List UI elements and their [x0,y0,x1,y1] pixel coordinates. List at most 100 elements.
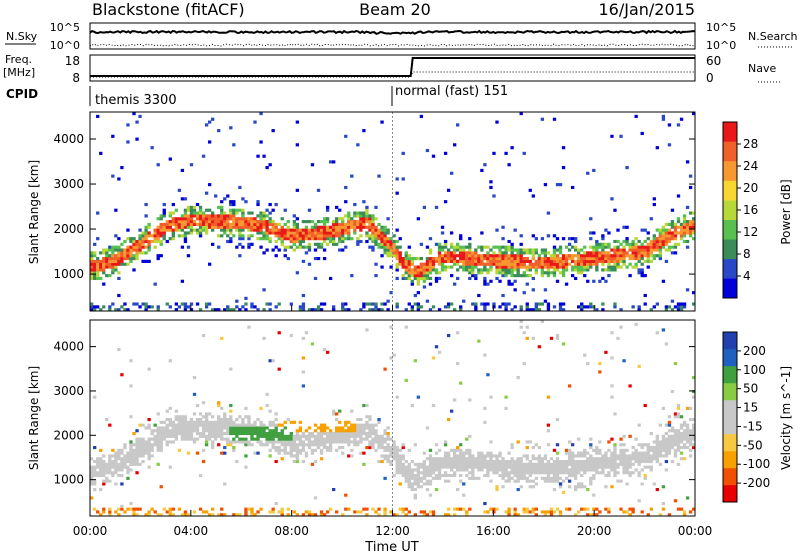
velocity-cell [156,412,160,416]
velocity-cell [655,331,659,335]
power-cell [262,237,266,241]
velocity-cell [174,415,179,419]
velocity-cell [183,418,188,422]
velocity-cell [416,474,421,478]
velocity-cell [211,434,215,438]
power-cell [201,211,206,215]
power-cell [440,256,445,261]
power-cell [522,271,526,275]
power-cell [480,254,484,258]
power-cell [616,228,620,232]
power-cell [319,234,324,238]
power-cell [471,254,475,258]
velocity-cell [207,426,212,430]
colorbar-segment [723,434,737,452]
power-cell [407,302,411,306]
power-cell [368,237,372,241]
velocity-cell [126,471,130,475]
power-cell [226,214,230,218]
power-cell [93,251,97,255]
power-cell [561,146,566,150]
velocity-cell [156,426,160,430]
velocity-cell [328,448,333,452]
power-cell [395,305,399,309]
power-cell [522,248,526,252]
power-cell [564,282,569,286]
velocity-cell [338,409,342,413]
velocity-cell [123,460,127,464]
velocity-cell [186,429,191,433]
power-cell [198,234,203,238]
power-cell [570,185,575,190]
velocity-cell [389,448,393,452]
velocity-cell [649,465,653,469]
velocity-cell [271,443,275,447]
power-cell [207,120,212,124]
velocity-cell [604,485,608,489]
velocity-cell [244,423,248,427]
power-cell [604,268,608,272]
velocity-cell [256,426,260,430]
velocity-cell [552,448,557,452]
velocity-cell [574,462,578,466]
power-cell [135,137,139,141]
velocity-cell [211,443,215,447]
power-cell [102,262,106,266]
power-cell [513,265,517,269]
power-cell [220,234,224,238]
velocity-cell [492,462,496,466]
power-cell [685,205,690,209]
velocity-cell [141,460,145,464]
power-cell [410,305,414,309]
power-cell [253,220,257,224]
velocity-cell [528,468,532,472]
velocity-cell [123,443,127,447]
velocity-cell [434,465,439,469]
velocity-cell [386,434,390,438]
velocity-cell [401,507,405,511]
power-cell [661,239,666,244]
power-cell [241,208,245,212]
velocity-cell [546,395,551,399]
power-cell [165,222,169,227]
velocity-cell [613,468,617,472]
velocity-cell [558,468,563,472]
velocity-cell [613,451,617,455]
velocity-cell [313,434,318,438]
velocity-cell [283,426,287,430]
power-cell [120,251,124,255]
velocity-cell [428,454,433,458]
velocity-cell [268,420,272,424]
velocity-cell [643,474,647,478]
power-cell [646,251,650,255]
power-cell [344,245,348,249]
power-cell [129,251,133,255]
power-cell [555,279,560,283]
power-cell [126,237,130,241]
velocity-cell [111,460,115,464]
power-cell [238,222,242,227]
velocity-cell [189,426,194,430]
power-cell [625,239,629,244]
power-cell [223,228,227,232]
power-cell [141,231,145,235]
power-cell [531,308,535,312]
power-cell [561,274,566,278]
velocity-cell [341,434,345,438]
velocity-cell [456,465,460,469]
power-cell [171,231,175,235]
power-cell [519,305,523,309]
power-cell [253,305,257,309]
power-cell [664,237,669,241]
velocity-cell [247,426,251,430]
velocity-cell [410,468,414,472]
velocity-cell [235,423,239,427]
velocity-cell [383,446,387,450]
power-cell [217,205,221,209]
power-cell [543,299,548,303]
power-cell [613,251,617,255]
power-cell [534,262,538,266]
velocity-cell [304,429,309,433]
velocity-cell [93,446,97,450]
velocity-cell [238,423,242,427]
